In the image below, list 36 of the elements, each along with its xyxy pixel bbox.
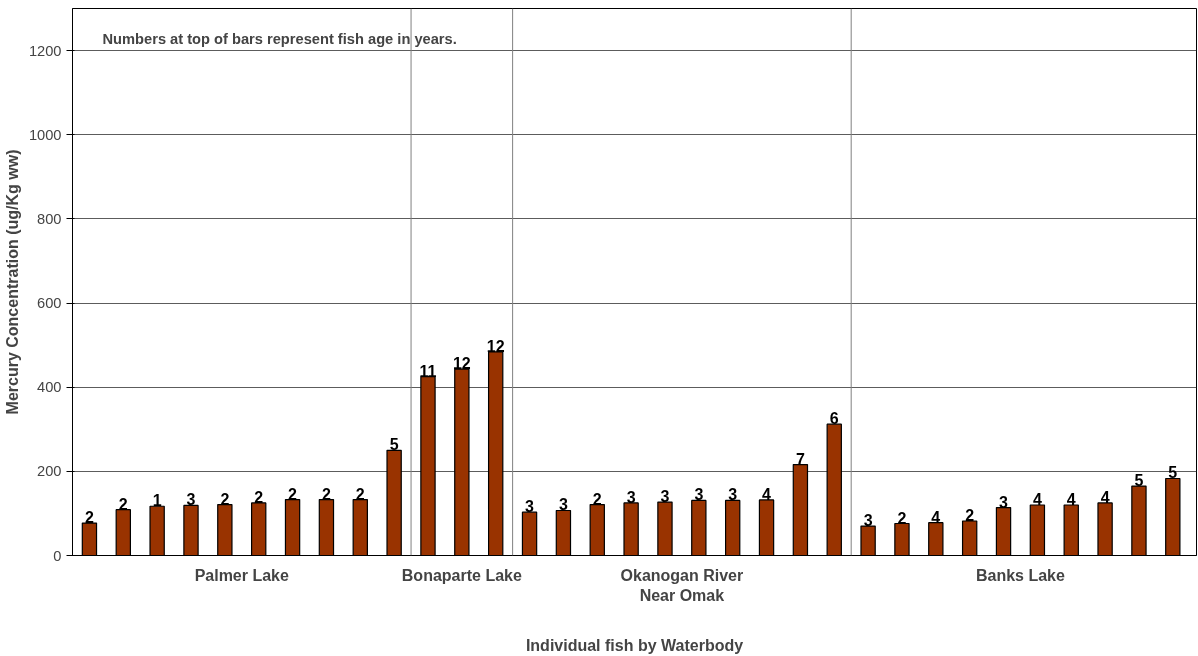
annotation: 5 [1134, 472, 1144, 490]
x-axis-title: Individual fish by Waterbody [525, 636, 744, 654]
annotation: 6 [829, 410, 839, 428]
y-tick-label: 600 [37, 295, 62, 312]
annotation: 3 [863, 512, 873, 530]
y-axis-title: Mercury Concentration (ug/Kg ww) [3, 149, 21, 415]
annotation: 4 [1032, 491, 1042, 509]
y-tick-label: 1200 [28, 42, 62, 59]
annotation: 12 [486, 337, 505, 355]
y-tick-label: 800 [37, 210, 62, 227]
text: Bonaparte Lake [401, 566, 522, 584]
y-tick-label: 1000 [28, 126, 62, 143]
y-tick-label: 400 [37, 379, 62, 396]
annotation: 3 [186, 491, 196, 509]
annotation: 4 [931, 508, 941, 526]
annotation: 3 [694, 486, 704, 504]
annotation: 3 [626, 488, 636, 506]
annotation: 3 [525, 498, 535, 516]
annotation: 4 [1100, 488, 1110, 506]
y-tick-label: 200 [37, 463, 62, 480]
annotation: 12 [452, 355, 471, 373]
annotation: Numbers at top of bars represent fish age in years. [102, 30, 457, 47]
annotation: 2 [254, 488, 264, 506]
annotation: 4 [1066, 491, 1076, 509]
text: Palmer Lake [194, 566, 290, 584]
annotation: 1 [152, 492, 162, 510]
annotation: 3 [660, 488, 670, 506]
annotation: 4 [762, 485, 772, 503]
text: Banks Lake [975, 566, 1066, 584]
annotation: 3 [728, 486, 738, 504]
annotation: 2 [84, 509, 94, 527]
annotation: 5 [389, 436, 399, 454]
y-tick-label: 0 [53, 547, 62, 564]
annotation: 2 [965, 507, 975, 524]
annotation: 3 [558, 496, 568, 514]
text: Okanogan River Near Omak [620, 566, 744, 604]
